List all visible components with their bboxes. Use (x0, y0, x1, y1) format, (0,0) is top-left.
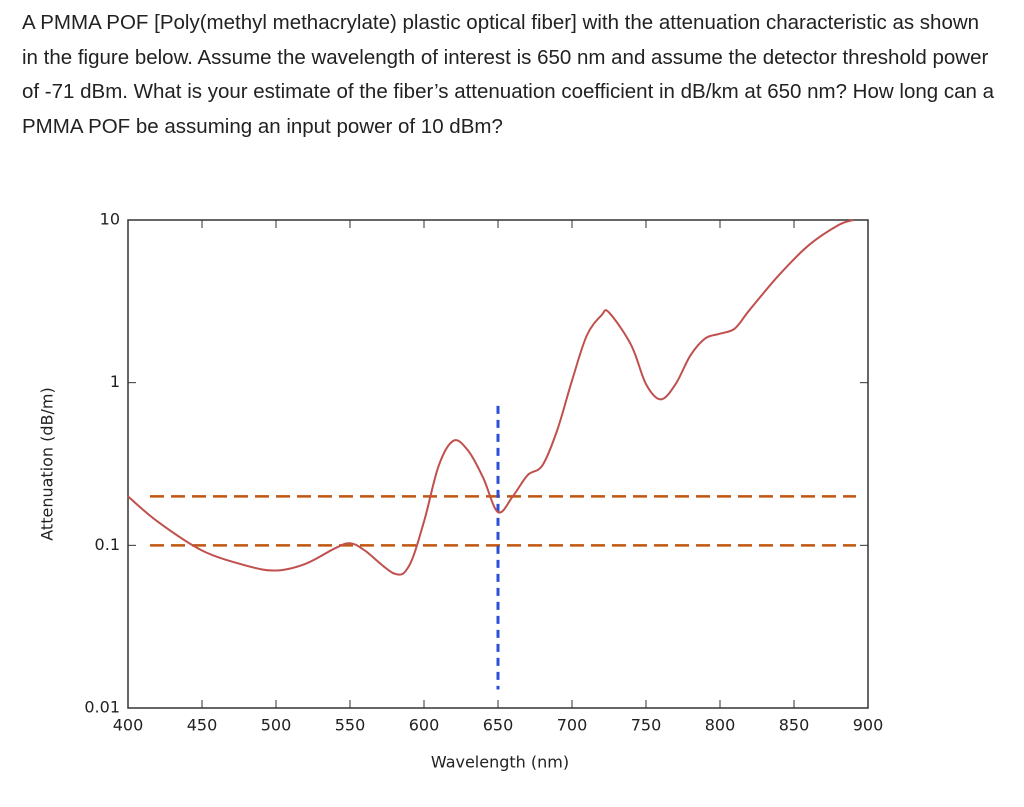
x-axis-label: Wavelength (nm) (431, 753, 569, 772)
x-tick-label: 750 (631, 716, 662, 735)
x-tick-label: 900 (853, 716, 884, 735)
x-tick-label: 550 (335, 716, 366, 735)
x-tick-label: 800 (705, 716, 736, 735)
attenuation-curve (127, 219, 854, 576)
x-tick-label: 400 (113, 716, 144, 735)
x-tick-label: 500 (261, 716, 292, 735)
x-tick-label: 700 (557, 716, 588, 735)
y-axis-label: Attenuation (dB/m) (38, 387, 57, 540)
x-tick-label: 650 (483, 716, 514, 735)
y-tick-label: 1 (110, 372, 120, 391)
y-tick-label: 0.1 (95, 535, 120, 554)
question-text: A PMMA POF [Poly(methyl methacrylate) pl… (22, 11, 994, 138)
y-tick-label: 0.01 (84, 698, 120, 717)
x-tick-label: 600 (409, 716, 440, 735)
x-tick-label: 450 (187, 716, 218, 735)
y-tick-label: 10 (100, 210, 120, 229)
x-tick-label: 850 (779, 716, 810, 735)
